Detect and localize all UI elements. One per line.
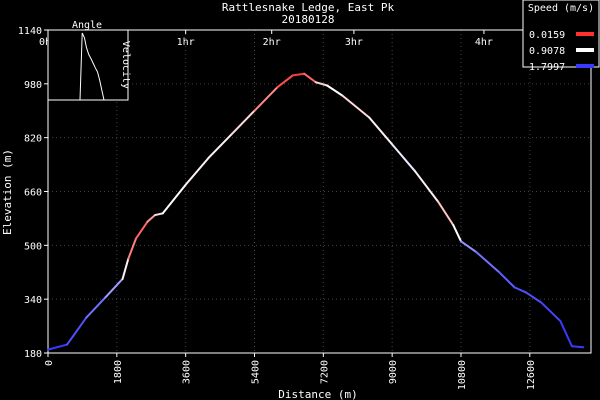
x-axis-label: Distance (m) — [278, 388, 357, 400]
legend-swatch — [576, 48, 594, 52]
chart-subtitle: 20180128 — [282, 13, 335, 26]
elevation-segment — [437, 200, 455, 227]
elevation-segment — [134, 220, 149, 240]
elevation-segment — [513, 286, 527, 294]
elevation-series — [47, 72, 585, 351]
elevation-segment — [341, 94, 371, 119]
elevation-segment — [253, 86, 279, 112]
legend-label: 0.9078 — [529, 46, 565, 57]
inset-plot: Angle Velocity — [47, 20, 131, 101]
elevation-segment — [559, 320, 573, 348]
elevation-segment — [276, 74, 294, 89]
legend-title: Speed (m/s) — [528, 3, 594, 14]
elevation-segment — [368, 116, 394, 146]
elevation-segment — [459, 240, 478, 254]
time-label: 1hr — [177, 37, 195, 48]
y-tick-label: 180 — [24, 349, 42, 360]
x-tick-label: 0 — [44, 360, 55, 366]
elevation-segment — [475, 251, 501, 274]
elevation-segment — [540, 301, 562, 323]
elevation-segment — [230, 109, 256, 136]
time-label: 2hr — [263, 37, 281, 48]
chart-title: Rattlesnake Ledge, East Pk — [222, 1, 395, 14]
elevation-segment — [207, 133, 233, 159]
legend-label: 0.0159 — [529, 30, 565, 41]
y-tick-label: 660 — [24, 188, 42, 199]
inset-line — [79, 32, 105, 101]
x-tick-label: 10800 — [457, 360, 468, 390]
x-tick-label: 9000 — [388, 360, 399, 384]
y-tick-label: 500 — [24, 241, 42, 252]
elevation-segment — [184, 156, 210, 186]
legend-swatch — [576, 64, 594, 68]
x-tick-label: 3600 — [182, 360, 193, 384]
y-tick-label: 820 — [24, 134, 42, 145]
elevation-segment — [127, 237, 137, 260]
elevation-segment — [498, 271, 516, 289]
elevation-segment — [414, 170, 440, 203]
elevation-segment — [146, 214, 157, 223]
elevation-segment — [85, 296, 107, 319]
elevation-segment — [303, 72, 317, 84]
inset-frame — [47, 29, 129, 101]
legend-label: 1.7997 — [529, 62, 565, 73]
speed-legend: Speed (m/s) 0.0159 0.9078 1.7997 — [522, 0, 600, 73]
elevation-segment — [524, 291, 543, 304]
elevation-segment — [291, 72, 306, 77]
elevation-segment — [570, 345, 585, 349]
elevation-segment — [326, 84, 344, 97]
time-label: 4hr — [475, 37, 493, 48]
x-tick-label: 5400 — [250, 360, 261, 384]
x-tick-label: 1800 — [113, 360, 124, 384]
legend-swatch — [576, 32, 594, 36]
elevation-segment — [161, 183, 187, 215]
elevation-segment — [66, 316, 88, 346]
y-axis-label: Elevation (m) — [1, 149, 14, 235]
elevation-segment — [121, 257, 130, 280]
x-tick-label: 7200 — [319, 360, 330, 384]
y-tick-label: 340 — [24, 295, 42, 306]
y-tick-label: 1140 — [18, 26, 42, 37]
inset-ylabel: Velocity — [120, 41, 131, 89]
elevation-segment — [391, 143, 417, 173]
elevation-segment — [104, 277, 124, 299]
elevation-segment — [452, 224, 462, 243]
elevation-segment — [314, 81, 329, 87]
elevation-segment — [47, 343, 69, 351]
time-label: 3hr — [345, 37, 363, 48]
x-tick-label: 12600 — [526, 360, 537, 390]
elevation-segment — [154, 212, 164, 217]
y-tick-label: 980 — [24, 80, 42, 91]
inset-title: Angle — [72, 20, 102, 31]
